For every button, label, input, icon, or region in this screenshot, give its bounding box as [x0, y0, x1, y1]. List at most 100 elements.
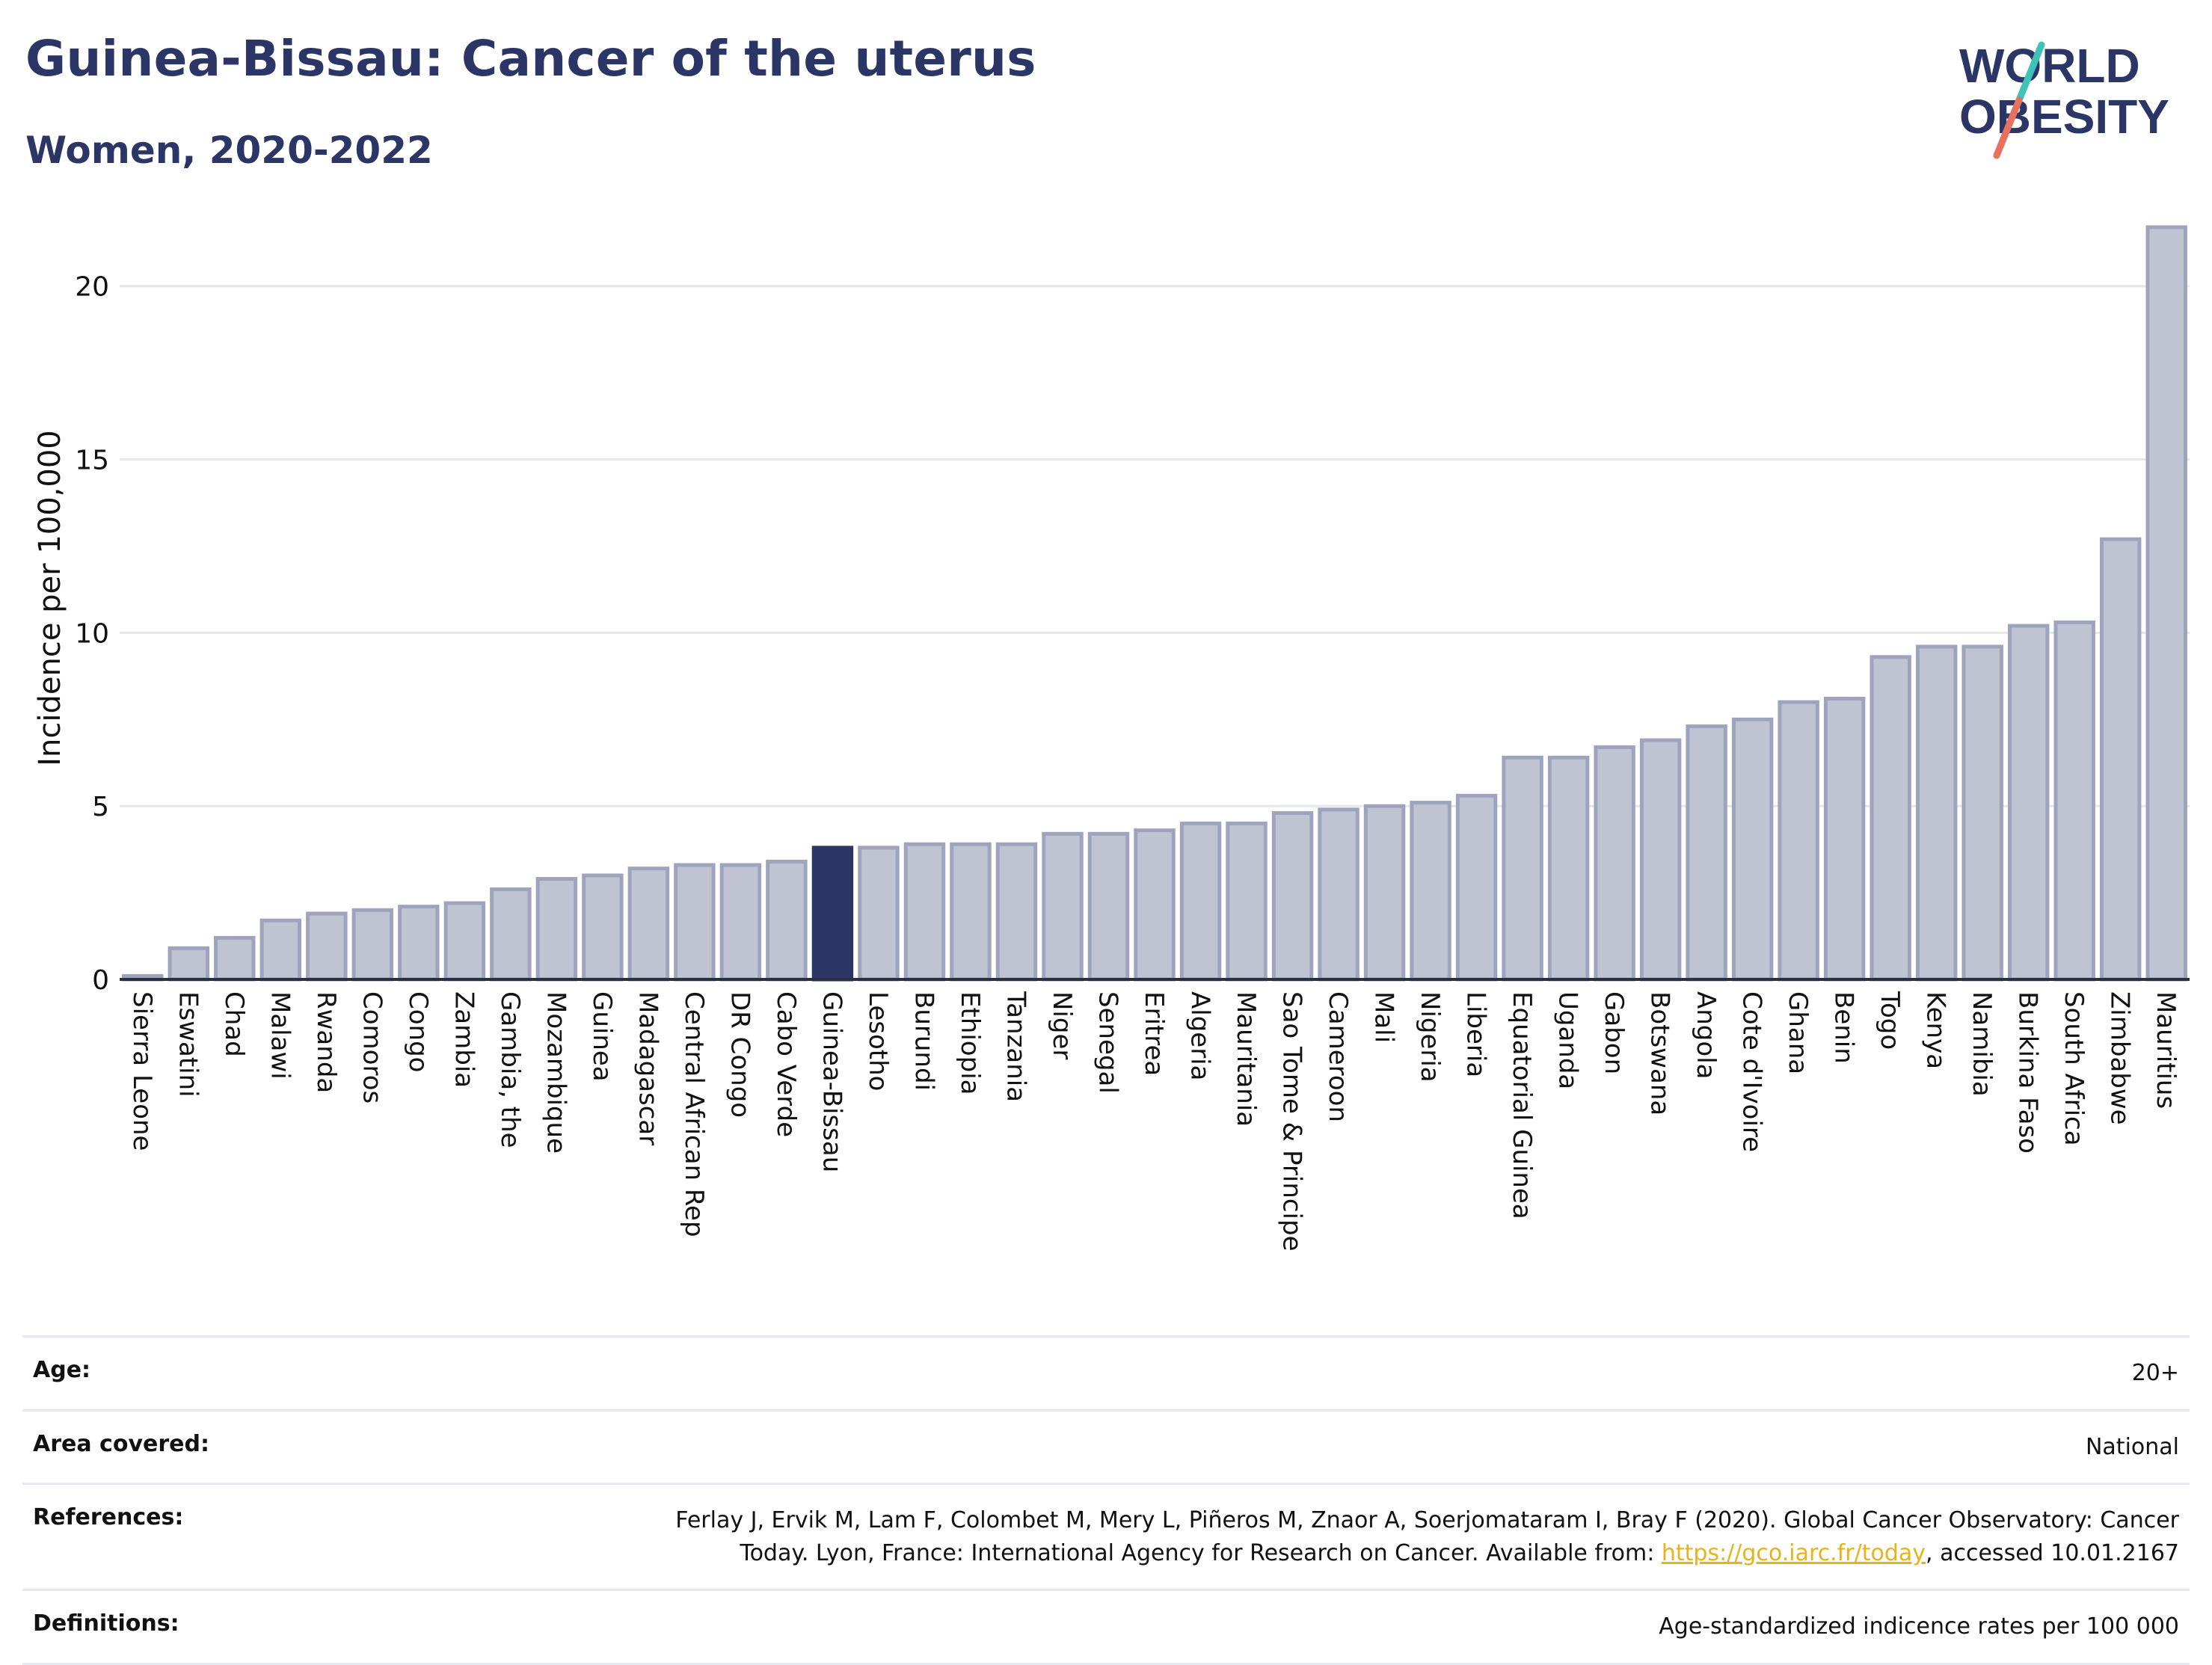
x-tick-label-uganda: Uganda — [1553, 991, 1583, 1089]
bar-mauritius — [2145, 225, 2187, 982]
x-tick-label-dr-congo: DR Congo — [725, 991, 755, 1118]
bar-madagascar — [627, 867, 670, 982]
bar-namibia — [1961, 644, 2003, 982]
logo-slash-bottom — [1993, 96, 2023, 159]
bar-south-africa — [2053, 620, 2095, 982]
bar-eswatini — [168, 946, 209, 982]
x-tick-label-eswatini: Eswatini — [173, 991, 203, 1098]
x-tick-label-guinea-bissau: Guinea-Bissau — [817, 991, 847, 1172]
reference-text-line3: , accessed 10.01.2167 — [1926, 1539, 2179, 1566]
logo-word-obesity: OBESITY — [1959, 90, 2169, 144]
x-tick-label-angola: Angola — [1691, 991, 1721, 1079]
x-tick-label-sierra-leone: Sierra Leone — [127, 991, 157, 1151]
bars — [122, 225, 2187, 982]
y-tick-label-0: 0 — [92, 965, 109, 996]
x-tick-label-tanzania: Tanzania — [1001, 991, 1030, 1102]
chart-title: Guinea-Bissau: Cancer of the uterus — [25, 30, 1036, 87]
bar-chart: 0 5 10 15 20 Sierra Leone Eswatini Chad Malawi R… — [33, 225, 2190, 1252]
world-obesity-logo: WORLD OBESITY — [1959, 39, 2169, 159]
x-tick-label-zimbabwe: Zimbabwe — [2105, 991, 2135, 1125]
bar-guinea-bissau — [811, 846, 854, 982]
bar-congo — [398, 905, 440, 982]
bar-ghana — [1778, 700, 1819, 982]
bar-benin — [1823, 696, 1866, 982]
x-tick-label-niger: Niger — [1047, 991, 1077, 1059]
meta-age-label: Age: — [33, 1357, 91, 1383]
x-tick-label-senegal: Senegal — [1093, 991, 1122, 1094]
bar-niger — [1042, 831, 1084, 982]
bar-angola — [1686, 724, 1727, 982]
meta-age-value: 20+ — [2131, 1360, 2179, 1386]
x-tick-label-central-african-rep: Central African Rep — [679, 991, 709, 1237]
logo-word-world: WORLD — [1959, 39, 2140, 93]
x-tick-label-ethiopia: Ethiopia — [955, 991, 985, 1095]
x-tick-label-benin: Benin — [1829, 991, 1859, 1064]
bar-rwanda — [306, 911, 348, 982]
x-tick-label-burkina-faso: Burkina Faso — [2013, 991, 2043, 1154]
x-tick-label-togo: Togo — [1875, 991, 1905, 1050]
bar-liberia — [1455, 793, 1498, 982]
x-tick-label-congo: Congo — [403, 991, 433, 1072]
bar-mali — [1363, 804, 1406, 982]
x-tick-label-cabo-verde: Cabo Verde — [771, 991, 801, 1137]
x-tick-label-malawi: Malawi — [265, 991, 295, 1080]
meta-definitions-value: Age-standardized indicence rates per 100… — [1659, 1613, 2179, 1640]
bar-ethiopia — [950, 842, 992, 982]
bar-central-african-rep — [674, 863, 716, 982]
bar-tanzania — [995, 842, 1038, 982]
bar-algeria — [1179, 821, 1222, 982]
x-tick-label-botswana: Botswana — [1645, 991, 1675, 1115]
x-tick-label-south-africa: South Africa — [2059, 991, 2089, 1146]
bar-gabon — [1594, 745, 1635, 982]
y-tick-labels: 0 5 10 15 20 — [75, 272, 109, 996]
meta-row-area: Area covered: National — [22, 1409, 2190, 1483]
y-tick-label-10: 10 — [75, 618, 109, 649]
bar-togo — [1870, 655, 1911, 982]
bar-cameroon — [1318, 807, 1360, 982]
y-tick-label-5: 5 — [92, 792, 109, 822]
x-tick-label-nigeria: Nigeria — [1415, 991, 1445, 1083]
bar-equatorial-guinea — [1502, 755, 1543, 982]
x-tick-labels: Sierra Leone Eswatini Chad Malawi Rwanda Como… — [127, 991, 2181, 1252]
bar-guinea — [582, 873, 624, 982]
bar-eritrea — [1134, 828, 1176, 982]
bar-senegal — [1087, 831, 1130, 982]
logo-slash-top — [2015, 41, 2045, 104]
reference-text-line1: Ferlay J, Ervik M, Lam F, Colombet M, Me… — [675, 1507, 2179, 1533]
reference-link[interactable]: https://gco.iarc.fr/today — [1661, 1539, 1926, 1566]
x-tick-label-madagascar: Madagascar — [633, 991, 663, 1145]
x-tick-label-gabon: Gabon — [1599, 991, 1629, 1074]
bar-gambia-the — [490, 887, 532, 982]
meta-row-references: References: Ferlay J, Ervik M, Lam F, Co… — [22, 1483, 2190, 1589]
bar-comoros — [351, 908, 394, 982]
bar-burundi — [903, 842, 946, 982]
meta-row-definitions: Definitions: Age-standardized indicence … — [22, 1589, 2190, 1665]
bar-dr-congo — [719, 863, 762, 982]
x-tick-label-burundi: Burundi — [909, 991, 938, 1091]
bar-sao-tome-principe — [1271, 810, 1314, 982]
x-tick-label-gambia-the: Gambia, the — [495, 991, 525, 1148]
bar-malawi — [259, 918, 302, 982]
bar-nigeria — [1410, 801, 1451, 982]
x-tick-label-sao-tome-principe: Sao Tome & Principe — [1277, 991, 1307, 1252]
x-tick-label-mozambique: Mozambique — [541, 991, 571, 1154]
x-tick-label-rwanda: Rwanda — [311, 991, 341, 1093]
bar-zimbabwe — [2100, 537, 2142, 982]
x-tick-label-namibia: Namibia — [1967, 991, 1997, 1097]
bar-burkina-faso — [2007, 624, 2050, 982]
x-tick-label-equatorial-guinea: Equatorial Guinea — [1507, 991, 1537, 1219]
x-tick-label-cote-d-ivoire: Cote d'Ivoire — [1737, 991, 1767, 1152]
bar-cabo-verde — [766, 859, 808, 982]
bar-cote-d-ivoire — [1731, 717, 1774, 982]
meta-area-value: National — [2085, 1433, 2179, 1460]
bar-uganda — [1547, 755, 1590, 982]
x-tick-label-algeria: Algeria — [1185, 991, 1215, 1080]
x-tick-label-eritrea: Eritrea — [1139, 991, 1169, 1076]
x-tick-label-mauritius: Mauritius — [2151, 991, 2181, 1109]
chart-subtitle: Women, 2020-2022 — [25, 129, 433, 172]
y-tick-label-20: 20 — [75, 272, 109, 303]
y-axis-label: Incidence per 100,000 — [33, 430, 67, 766]
meta-definitions-label: Definitions: — [33, 1610, 179, 1637]
bar-lesotho — [858, 846, 900, 982]
x-tick-label-chad: Chad — [219, 991, 249, 1057]
